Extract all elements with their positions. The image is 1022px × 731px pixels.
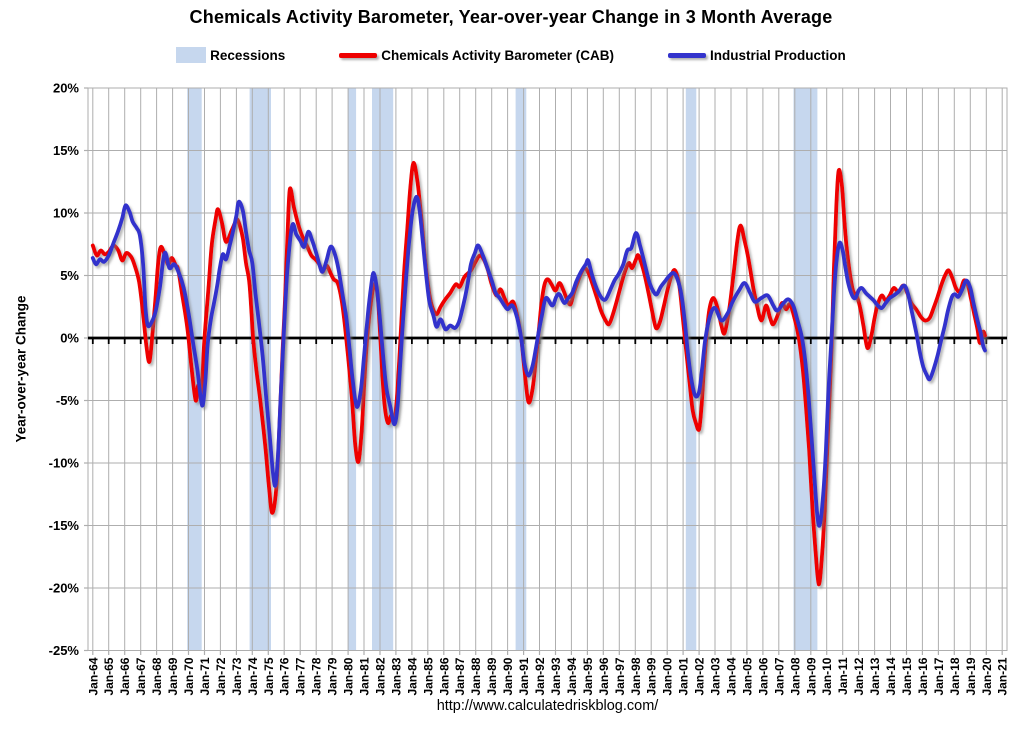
x-tick-label: Jan-20 <box>980 657 994 695</box>
cab-line-swatch-icon <box>339 52 378 58</box>
x-tick-label: Jan-67 <box>134 657 148 695</box>
legend-label-industrial-production: Industrial Production <box>710 47 846 63</box>
recession-band <box>249 88 271 651</box>
x-tick-label: Jan-83 <box>389 657 403 695</box>
x-tick-label: Jan-76 <box>278 657 292 695</box>
x-tick-label: Jan-90 <box>501 657 515 695</box>
x-tick-label: Jan-88 <box>469 657 483 695</box>
x-tick-label: Jan-73 <box>230 657 244 695</box>
x-tick-label: Jan-17 <box>932 657 946 695</box>
y-tick-label: -15% <box>49 518 80 533</box>
recession-swatch-icon <box>176 47 207 63</box>
x-tick-label: Jan-19 <box>964 657 978 695</box>
y-tick-labels: 20% 15% 10% 5% 0% -5% -10% -15% -20% -25% <box>49 81 80 658</box>
recession-band <box>515 88 527 651</box>
x-tick-label: Jan-12 <box>852 657 866 695</box>
axis-ticks <box>84 87 1003 655</box>
x-tick-label: Jan-91 <box>517 657 531 695</box>
x-tick-label: Jan-87 <box>453 657 467 695</box>
x-tick-label: Jan-64 <box>86 657 100 695</box>
x-tick-label: Jan-03 <box>709 657 723 695</box>
x-tick-labels: Jan-64 Jan-65 Jan-66 Jan-67 Jan-68 Jan-69 Jan-… <box>86 657 1009 695</box>
x-tick-label: Jan-01 <box>677 657 691 695</box>
ip-line-swatch-icon <box>668 52 707 58</box>
x-tick-label: Jan-18 <box>948 657 962 695</box>
x-tick-label: Jan-95 <box>581 657 595 695</box>
x-tick-label: Jan-78 <box>310 657 324 695</box>
y-tick-label: 20% <box>53 81 79 96</box>
industrial-production-series-line <box>90 194 987 528</box>
x-tick-label: Jan-11 <box>836 657 850 695</box>
x-tick-label: Jan-98 <box>629 657 643 695</box>
legend-item-industrial-production: Industrial Production <box>668 48 846 63</box>
x-tick-label: Jan-84 <box>405 657 419 695</box>
source-url: http://www.calculatedriskblog.com/ <box>436 698 659 714</box>
x-tick-label: Jan-06 <box>756 657 770 695</box>
recession-band <box>187 88 202 651</box>
x-tick-label: Jan-79 <box>326 657 340 695</box>
x-tick-label: Jan-97 <box>613 657 627 695</box>
x-tick-label: Jan-14 <box>884 657 898 695</box>
x-tick-label: Jan-65 <box>102 657 116 695</box>
x-tick-label: Jan-04 <box>725 657 739 695</box>
x-tick-label: Jan-72 <box>214 657 228 695</box>
y-tick-label: -20% <box>49 581 80 596</box>
cab-series-line <box>90 161 987 587</box>
y-tick-label: 5% <box>60 268 79 283</box>
y-tick-label: -25% <box>49 643 80 658</box>
page-title: Chemicals Activity Barometer, Year-over-… <box>189 7 833 27</box>
x-tick-label: Jan-89 <box>485 657 499 695</box>
legend: Recessions Chemicals Activity Barometer … <box>0 47 1022 63</box>
y-tick-label: -10% <box>49 456 80 471</box>
x-tick-label: Jan-07 <box>772 657 786 695</box>
x-tick-label: Jan-75 <box>262 657 276 695</box>
x-tick-label: Jan-99 <box>645 657 659 695</box>
x-tick-label: Jan-68 <box>150 657 164 695</box>
x-tick-label: Jan-00 <box>661 657 675 695</box>
x-tick-label: Jan-85 <box>421 657 435 695</box>
y-tick-label: 15% <box>53 143 79 158</box>
x-tick-label: Jan-82 <box>374 657 388 695</box>
legend-label-cab: Chemicals Activity Barometer (CAB) <box>381 47 615 63</box>
y-tick-label: -5% <box>56 393 80 408</box>
x-tick-label: Jan-86 <box>437 657 451 695</box>
gridlines <box>87 87 1008 651</box>
x-tick-label: Jan-13 <box>868 657 882 695</box>
legend-item-cab: Chemicals Activity Barometer (CAB) <box>339 48 614 63</box>
x-tick-label: Jan-69 <box>166 657 180 695</box>
y-tick-label: 0% <box>60 331 79 346</box>
x-tick-label: Jan-74 <box>246 657 260 695</box>
x-tick-label: Jan-02 <box>693 657 707 695</box>
x-tick-label: Jan-77 <box>294 657 308 695</box>
x-tick-label: Jan-71 <box>198 657 212 695</box>
x-tick-label: Jan-15 <box>900 657 914 695</box>
x-tick-label: Jan-08 <box>788 657 802 695</box>
y-tick-label: 10% <box>53 206 79 221</box>
x-tick-label: Jan-21 <box>996 657 1010 695</box>
x-tick-label: Jan-09 <box>804 657 818 695</box>
x-tick-label: Jan-94 <box>565 657 579 695</box>
x-tick-label: Jan-80 <box>342 657 356 695</box>
legend-item-recessions: Recessions <box>176 47 285 63</box>
x-tick-label: Jan-93 <box>549 657 563 695</box>
x-tick-label: Jan-70 <box>182 657 196 695</box>
x-tick-label: Jan-92 <box>533 657 547 695</box>
x-tick-label: Jan-66 <box>118 657 132 695</box>
x-tick-label: Jan-16 <box>916 657 930 695</box>
legend-label-recessions: Recessions <box>210 47 286 63</box>
x-tick-label: Jan-10 <box>820 657 834 695</box>
x-tick-label: Jan-96 <box>597 657 611 695</box>
x-tick-label: Jan-05 <box>740 657 754 695</box>
x-tick-label: Jan-81 <box>358 657 372 695</box>
